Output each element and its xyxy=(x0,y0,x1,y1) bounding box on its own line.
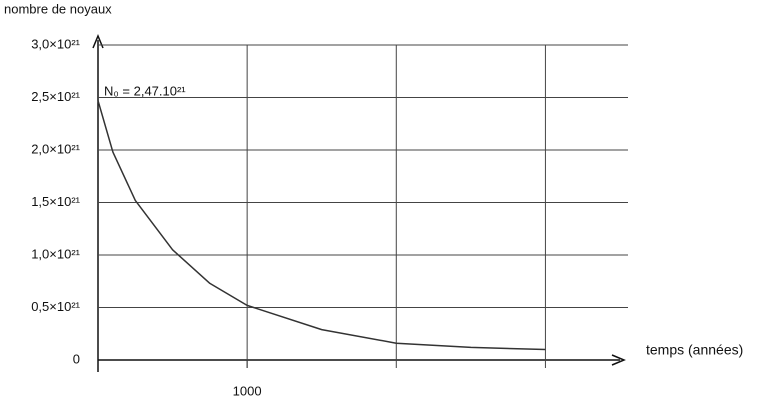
y-tick-label: 0,5×10²¹ xyxy=(31,299,80,314)
data-line xyxy=(97,100,546,351)
y-tick-label: 1,5×10²¹ xyxy=(31,194,80,209)
y-axis-label: nombre de noyaux xyxy=(4,1,112,16)
x-tick-label: 1000 xyxy=(233,383,262,398)
y-arrow xyxy=(92,34,104,49)
y-tick-label: 3,0×10²¹ xyxy=(31,36,80,51)
y-tick-label: 1,0×10²¹ xyxy=(31,246,80,261)
x-axis-label: temps (années) xyxy=(646,342,743,358)
y-tick-label: 2,0×10²¹ xyxy=(31,141,80,156)
y-tick-label: 2,5×10²¹ xyxy=(31,89,80,104)
x-arrow xyxy=(611,354,626,366)
y-tick-label: 0 xyxy=(73,351,80,366)
annotation: N₀ = 2,47.10²¹ xyxy=(104,83,186,98)
